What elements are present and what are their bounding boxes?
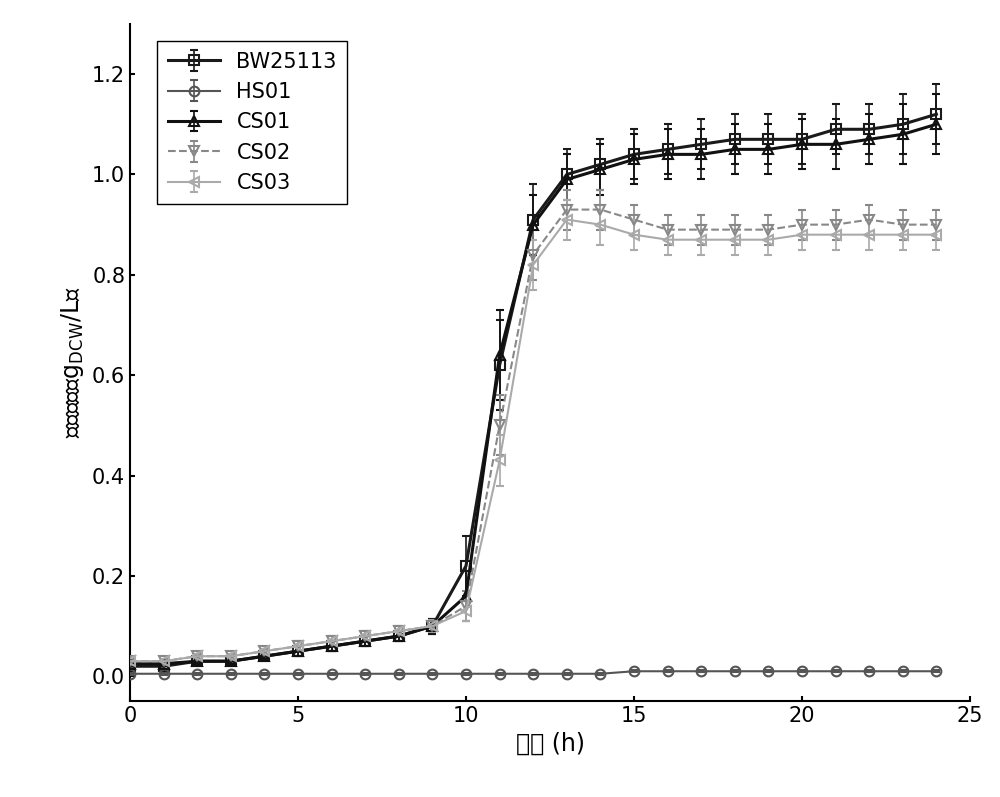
Legend: BW25113, HS01, CS01, CS02, CS03: BW25113, HS01, CS01, CS02, CS03 xyxy=(157,41,347,203)
Y-axis label: 干重密度（g$_{\mathrm{DCW}}$/L）: 干重密度（g$_{\mathrm{DCW}}$/L） xyxy=(59,287,86,438)
X-axis label: 时间 (h): 时间 (h) xyxy=(516,732,584,756)
